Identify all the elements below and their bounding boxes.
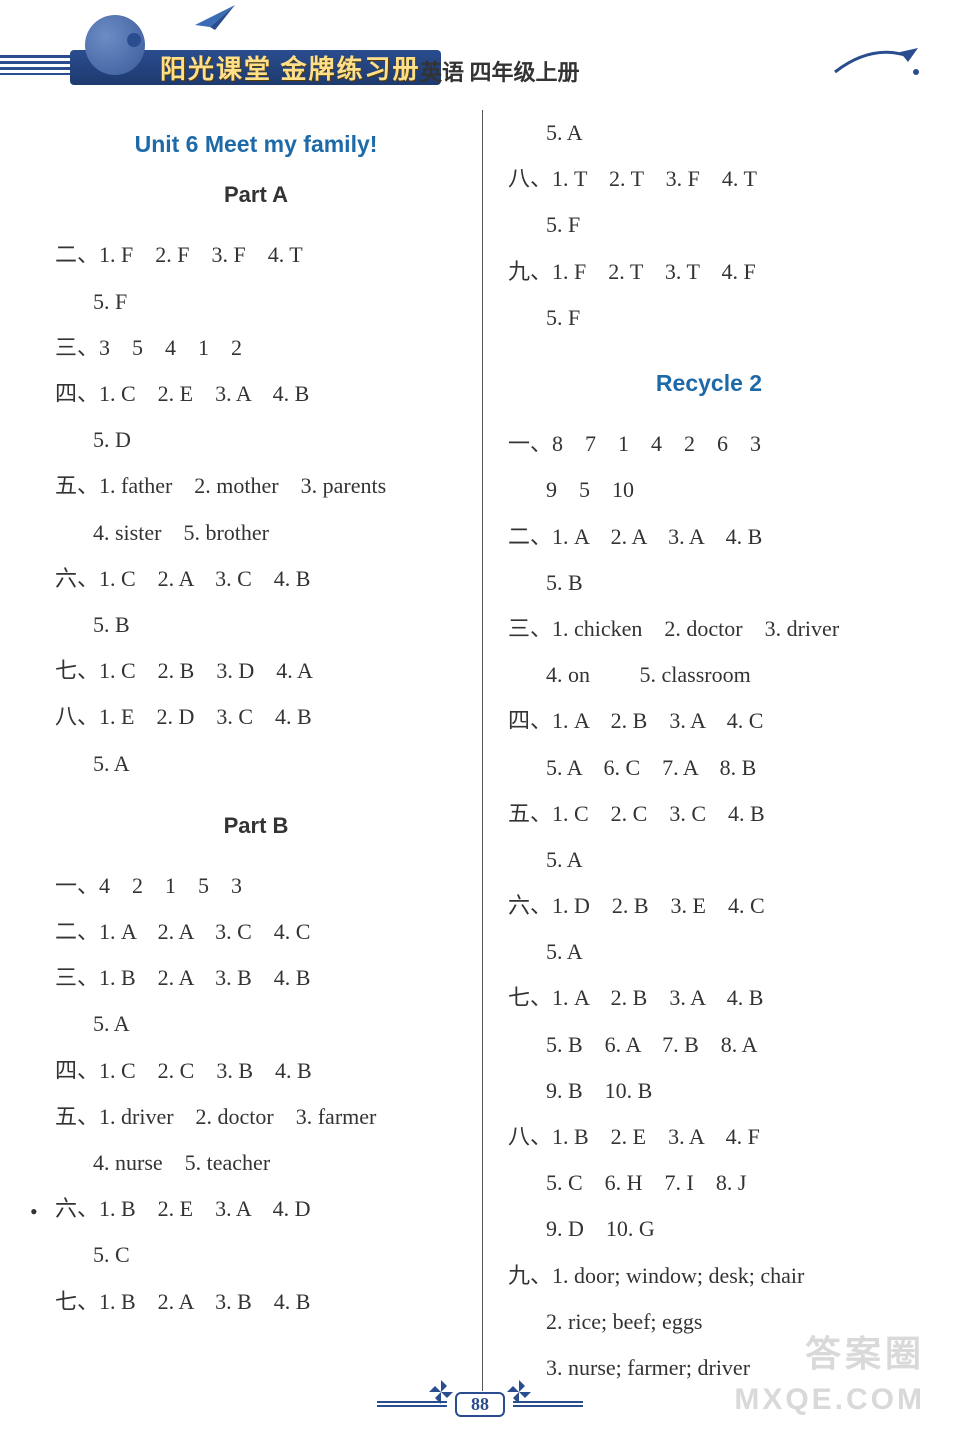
answer-line: 八、1. B 2. E 3. A 4. F [508, 1114, 910, 1160]
answer-line: 5. B [55, 602, 457, 648]
answer-line: 八、1. E 2. D 3. C 4. B [55, 694, 457, 740]
answer-line: 九、1. door; window; desk; chair [508, 1253, 910, 1299]
pen-icon [830, 40, 920, 80]
answer-line: 5. B 6. A 7. B 8. A [508, 1022, 910, 1068]
answer-line: 5. F [508, 202, 910, 248]
answer-line: 八、1. T 2. T 3. F 4. T [508, 156, 910, 202]
answer-line: 五、1. C 2. C 3. C 4. B [508, 791, 910, 837]
answer-line: 5. A 6. C 7. A 8. B [508, 745, 910, 791]
answer-line: 六、1. D 2. B 3. E 4. C [508, 883, 910, 929]
answer-line: 四、1. C 2. E 3. A 4. B [55, 371, 457, 417]
watermark-text: 答案圈 [805, 1325, 925, 1377]
answer-line: 5. F [55, 279, 457, 325]
unit-title: Unit 6 Meet my family! [55, 120, 457, 168]
page-number-value: 88 [471, 1394, 489, 1414]
answer-line: 二、1. A 2. A 3. A 4. B [508, 514, 910, 560]
answer-line: 三、3 5 4 1 2 [55, 325, 457, 371]
series-title: 阳光课堂 金牌练习册 [160, 49, 421, 86]
answer-line: 二、1. F 2. F 3. F 4. T [55, 232, 457, 278]
answer-line: 5. B [508, 560, 910, 606]
answer-line: 三、1. B 2. A 3. B 4. B [55, 955, 457, 1001]
answer-line: 五、1. driver 2. doctor 3. farmer [55, 1094, 457, 1140]
answer-line: 5. F [508, 295, 910, 341]
header-subject: 英语 四年级上册 [420, 55, 580, 87]
answer-line: 二、1. A 2. A 3. C 4. C [55, 909, 457, 955]
part-a-answers: 二、1. F 2. F 3. F 4. T5. F三、3 5 4 1 2四、1.… [55, 232, 457, 786]
answer-line: 5. A [55, 741, 457, 787]
answer-line: 5. C 6. H 7. I 8. J [508, 1160, 910, 1206]
answer-line: 六、1. B 2. E 3. A 4. D [55, 1186, 457, 1232]
answer-line: 5. A [508, 929, 910, 975]
recycle-title: Recycle 2 [508, 359, 910, 407]
answer-line: 三、1. chicken 2. doctor 3. driver [508, 606, 910, 652]
recycle-answers: 一、8 7 1 4 2 6 39 5 10二、1. A 2. A 3. A 4.… [508, 421, 910, 1391]
answer-line: 5. A [508, 837, 910, 883]
answer-line: 4. on 5. classroom [508, 652, 910, 698]
answer-line: 五、1. father 2. mother 3. parents [55, 463, 457, 509]
page-header: 阳光课堂 金牌练习册 英语 四年级上册 [0, 0, 960, 90]
answer-line: 4. sister 5. brother [55, 510, 457, 556]
answer-line: 4. nurse 5. teacher [55, 1140, 457, 1186]
answer-line: 六、1. C 2. A 3. C 4. B [55, 556, 457, 602]
windmill-icon [427, 1378, 455, 1406]
answer-line: 七、1. A 2. B 3. A 4. B [508, 975, 910, 1021]
left-column: Unit 6 Meet my family! Part A 二、1. F 2. … [55, 110, 482, 1391]
mascot-icon [85, 15, 145, 75]
page: 阳光课堂 金牌练习册 英语 四年级上册 Unit 6 Meet my famil… [0, 0, 960, 1437]
watermark-url: MXQE.COM [734, 1383, 925, 1417]
answer-line: 9 5 10 [508, 467, 910, 513]
answer-line: 5. A [508, 110, 910, 156]
answer-line: 一、4 2 1 5 3 [55, 863, 457, 909]
answer-line: 七、1. B 2. A 3. B 4. B [55, 1279, 457, 1325]
answer-line: 9. B 10. B [508, 1068, 910, 1114]
pagenum-rule-right [513, 1401, 583, 1409]
answer-line: 一、8 7 1 4 2 6 3 [508, 421, 910, 467]
part-b-answers: 一、4 2 1 5 3二、1. A 2. A 3. C 4. C三、1. B 2… [55, 863, 457, 1325]
right-top-answers: 5. A八、1. T 2. T 3. F 4. T5. F九、1. F 2. T… [508, 110, 910, 341]
answer-line: 七、1. C 2. B 3. D 4. A [55, 648, 457, 694]
answer-line: 5. D [55, 417, 457, 463]
right-column: 5. A八、1. T 2. T 3. F 4. T5. F九、1. F 2. T… [482, 110, 910, 1391]
page-number: 88 [455, 1392, 505, 1417]
answer-line: 5. A [55, 1001, 457, 1047]
paper-plane-icon [195, 5, 235, 30]
answer-line: 九、1. F 2. T 3. T 4. F [508, 249, 910, 295]
header-stripes [0, 55, 80, 75]
part-b-title: Part B [55, 803, 457, 849]
answer-line: 5. C [55, 1232, 457, 1278]
answer-line: 四、1. A 2. B 3. A 4. C [508, 698, 910, 744]
margin-dot: • [30, 1199, 38, 1225]
content-columns: Unit 6 Meet my family! Part A 二、1. F 2. … [0, 90, 960, 1391]
answer-line: 9. D 10. G [508, 1206, 910, 1252]
answer-line: 四、1. C 2. C 3. B 4. B [55, 1048, 457, 1094]
part-a-title: Part A [55, 172, 457, 218]
